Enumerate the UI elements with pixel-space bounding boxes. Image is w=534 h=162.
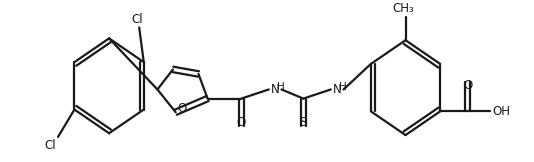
Text: O: O <box>463 79 472 93</box>
Text: Cl: Cl <box>44 139 56 152</box>
Text: CH₃: CH₃ <box>393 2 414 15</box>
Text: H: H <box>277 82 285 92</box>
Text: N: N <box>333 83 341 96</box>
Text: S: S <box>300 116 307 129</box>
Text: O: O <box>177 102 187 115</box>
Text: Cl: Cl <box>131 13 143 26</box>
Text: N: N <box>271 83 279 96</box>
Text: O: O <box>237 116 246 129</box>
Text: H: H <box>339 82 347 92</box>
Text: OH: OH <box>492 105 510 118</box>
